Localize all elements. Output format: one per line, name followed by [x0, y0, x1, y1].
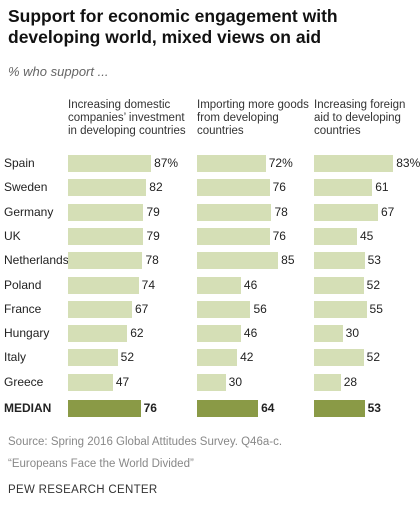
value-label: 76 — [272, 228, 286, 243]
row-label: Germany — [4, 204, 54, 219]
row-label: Italy — [4, 350, 27, 365]
bar — [68, 203, 144, 221]
median-bar — [197, 400, 259, 417]
value-label: 83% — [396, 156, 420, 170]
value-label: 47 — [115, 374, 130, 389]
value-label: 30 — [345, 326, 359, 341]
bar — [314, 325, 343, 343]
value-label: 67 — [134, 301, 149, 316]
value-label: 56 — [253, 301, 267, 316]
row-label: Poland — [4, 277, 42, 292]
column-header-2: Importing more goods from developing cou… — [197, 99, 309, 137]
value-label: 76 — [143, 401, 157, 415]
value-label: 72% — [268, 156, 293, 170]
value-label: 79 — [146, 204, 160, 219]
value-label: 64 — [261, 401, 275, 415]
bar — [68, 179, 147, 197]
bar — [68, 373, 113, 391]
bar — [314, 276, 364, 294]
bar — [314, 179, 373, 197]
bar — [197, 349, 238, 367]
row-label: Netherlands — [4, 253, 69, 268]
value-label: 28 — [343, 374, 358, 389]
bar — [68, 276, 139, 294]
bar — [68, 349, 118, 367]
value-label: 67 — [380, 204, 395, 219]
value-label: 82 — [149, 180, 163, 195]
bar — [314, 203, 378, 221]
bar — [314, 155, 394, 172]
bar — [197, 155, 266, 172]
value-label: 76 — [272, 180, 286, 195]
bar — [314, 300, 367, 318]
row-label: Spain — [4, 156, 35, 170]
column-header-1: Increasing domestic companies’ investmen… — [68, 99, 186, 137]
bar — [68, 325, 128, 343]
bar — [197, 179, 270, 197]
bar — [197, 373, 226, 391]
bar — [68, 155, 152, 172]
bar — [197, 325, 241, 343]
value-label: 87% — [154, 156, 179, 170]
value-label: 45 — [359, 228, 374, 243]
bar — [314, 252, 365, 270]
column-header-3: Increasing foreign aid to developing cou… — [314, 99, 406, 137]
bar — [68, 227, 144, 245]
value-label: 46 — [243, 277, 258, 292]
row-label: France — [4, 301, 42, 316]
row-label: MEDIAN — [4, 401, 52, 415]
bar — [197, 227, 270, 245]
row-label: UK — [4, 228, 21, 243]
bar — [197, 300, 251, 318]
value-label: 52 — [366, 350, 381, 365]
value-label: 62 — [130, 326, 144, 341]
value-label: 53 — [367, 253, 381, 268]
value-label: 61 — [375, 180, 389, 195]
row-label: Sweden — [4, 180, 48, 195]
bar — [197, 252, 279, 270]
value-label: 52 — [120, 350, 135, 365]
value-label: 85 — [281, 253, 295, 268]
organization-name: PEW RESEARCH CENTER — [8, 484, 158, 496]
value-label: 55 — [369, 301, 383, 316]
value-label: 53 — [367, 401, 381, 415]
bar — [314, 227, 357, 245]
value-label: 78 — [274, 204, 288, 219]
chart-subtitle: % who support ... — [8, 64, 109, 79]
value-label: 74 — [141, 277, 156, 292]
value-label: 52 — [366, 277, 381, 292]
value-label: 46 — [243, 326, 258, 341]
bar — [197, 203, 272, 221]
value-label: 30 — [228, 374, 242, 389]
row-label: Greece — [4, 374, 44, 389]
bar — [68, 300, 132, 318]
value-label: 79 — [146, 228, 160, 243]
row-label: Hungary — [4, 326, 50, 341]
median-bar — [314, 400, 365, 417]
value-label: 42 — [240, 350, 254, 365]
value-label: 78 — [145, 253, 159, 268]
bar — [314, 349, 364, 367]
median-bar — [68, 400, 141, 417]
bar — [197, 276, 241, 294]
bar — [68, 252, 143, 270]
report-title: “Europeans Face the World Divided” — [8, 458, 194, 470]
source-note: Source: Spring 2016 Global Attitudes Sur… — [8, 436, 283, 448]
bar — [314, 373, 341, 391]
chart-title: Support for economic engagement with dev… — [8, 6, 338, 47]
